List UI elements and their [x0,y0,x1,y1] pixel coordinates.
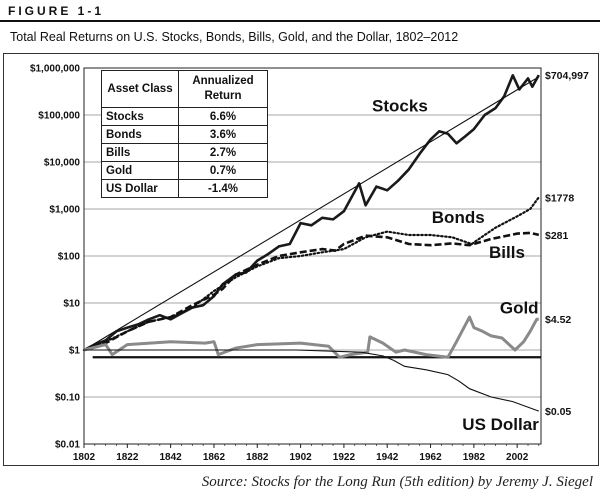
y-tick-label: $10,000 [44,158,81,169]
end-value-bonds: $1778 [545,192,574,204]
table-row: Gold 0.7% [101,161,268,180]
end-value-us-dollar: $0.05 [545,406,571,418]
x-tick-label: 1882 [246,452,269,463]
end-value-stocks: $704,997 [545,70,589,82]
x-tick-label: 1962 [419,452,442,463]
plot-area [83,67,542,445]
series-line-gold [83,315,539,359]
y-tick-label: $1,000,000 [30,64,80,75]
series-name-gold: Gold [500,298,539,317]
series-name-us-dollar: US Dollar [462,415,539,434]
series-name-bills: Bills [489,243,525,262]
axes: $1,000,000 $100,000 $10,000 $1,000 $100 $10 $1… [30,64,542,463]
asset-name: US Dollar [101,179,179,198]
y-tick-label: $1 [69,346,81,357]
x-tick-label: 1902 [289,452,312,463]
table-row: US Dollar -1.4% [101,179,268,198]
series-line-stocks-trend [83,76,540,351]
header-asset-class: Asset Class [101,70,179,108]
y-tick-label: $0.10 [55,393,80,404]
source-citation: Source: Stocks for the Long Run (5th edi… [201,474,593,490]
y-tick-label: $0.01 [55,440,80,451]
y-tick-label: $10 [63,299,80,310]
asset-name: Gold [101,161,179,180]
x-tick-label: 1982 [463,452,486,463]
y-tick-label: $100 [58,252,81,263]
asset-return: -1.4% [178,179,268,198]
series-line-us-dollar [84,349,539,412]
asset-return: 3.6% [178,125,268,144]
asset-name: Bonds [101,125,179,144]
x-tick-label: 1922 [333,452,356,463]
table-row: Stocks 6.6% [101,107,268,126]
series-name-stocks: Stocks [372,96,428,115]
table-row: Bonds 3.6% [101,125,268,144]
series-layer [82,74,541,412]
x-tick-label: 1802 [73,452,96,463]
x-tick-label: 1862 [203,452,226,463]
end-value-bills: $281 [545,230,569,242]
returns-table: Asset Class Annualized Return Stocks 6.6%… [101,70,268,198]
x-tick-label: 1842 [160,452,183,463]
series-labels: $704,997 $1778 $281 $4.52 $0.05 Stocks BondsBi… [372,70,589,434]
asset-name: Bills [101,143,179,162]
chart-title: Total Real Returns on U.S. Stocks, Bonds… [10,30,459,44]
table-row: Bills 2.7% [101,143,268,162]
y-tick-label: $1,000 [49,205,80,216]
asset-name: Stocks [101,107,179,126]
y-tick-label: $100,000 [38,111,80,122]
x-tick-label: 1942 [376,452,399,463]
table-header-row: Asset Class Annualized Return [101,70,268,108]
x-tick-label: 2002 [506,452,529,463]
asset-return: 6.6% [178,107,268,126]
header-annualized-return: Annualized Return [178,70,268,108]
x-tick-label: 1822 [116,452,139,463]
chart-frame [3,53,599,466]
end-value-gold: $4.52 [545,314,571,326]
asset-return: 0.7% [178,161,268,180]
series-name-bonds: Bonds [432,208,485,227]
asset-return: 2.7% [178,143,268,162]
header-rule [0,20,600,22]
figure-label: FIGURE 1-1 [8,4,105,18]
series-line-bills [83,231,540,352]
